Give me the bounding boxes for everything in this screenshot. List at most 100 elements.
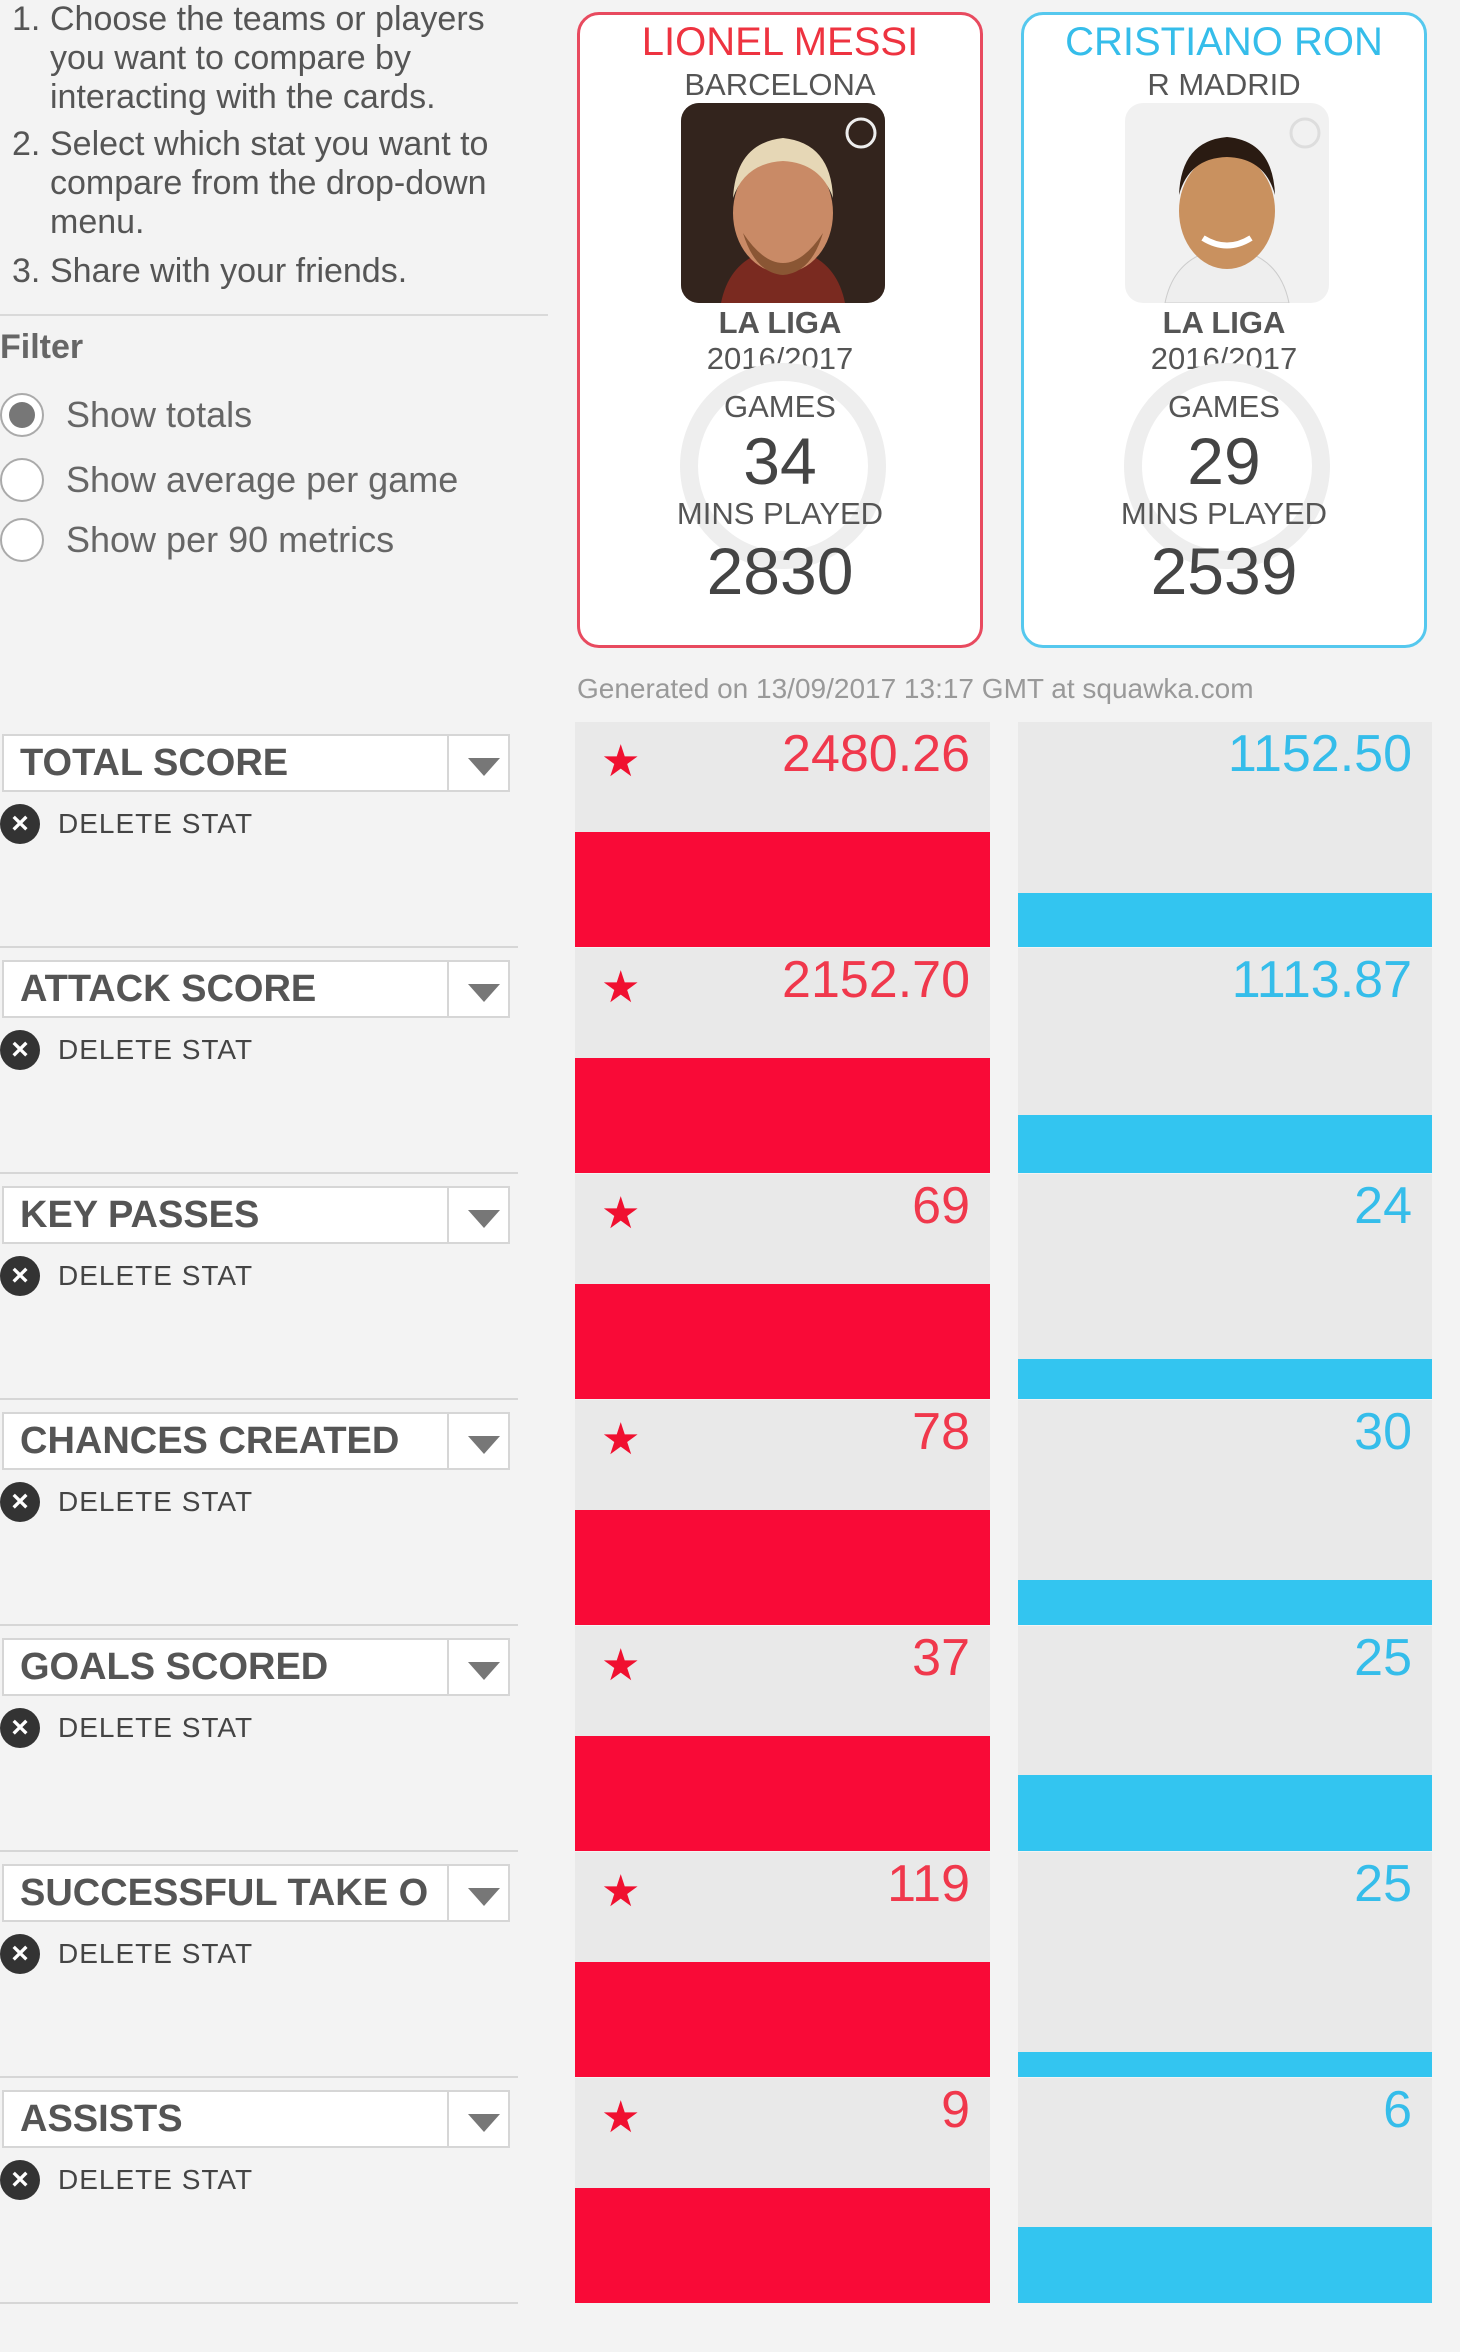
player-photo[interactable] <box>1125 103 1329 303</box>
close-circle-icon[interactable]: × <box>0 1030 40 1070</box>
player-photo[interactable] <box>681 103 885 303</box>
radio-label: Show totals <box>66 394 253 435</box>
stat-dropdown[interactable]: KEY PASSES <box>2 1186 510 1244</box>
dropdown-separator <box>447 736 449 790</box>
close-circle-icon[interactable]: × <box>0 804 40 844</box>
mins-value: 2830 <box>706 534 854 608</box>
star-icon: ★ <box>601 1415 641 1464</box>
row-divider <box>0 1172 518 1174</box>
radio-show-per-90[interactable]: Show per 90 metrics <box>0 515 394 565</box>
close-circle-icon[interactable]: × <box>0 1256 40 1296</box>
league[interactable]: LA LIGA <box>1162 305 1286 340</box>
stat-dropdown[interactable]: CHANCES CREATED <box>2 1412 510 1470</box>
radio-circle[interactable] <box>0 458 44 502</box>
close-circle-icon[interactable]: × <box>0 1708 40 1748</box>
delete-stat-button[interactable]: × DELETE STAT <box>0 1932 253 1976</box>
stat-bar-player-1 <box>575 1510 990 1625</box>
stat-dropdown[interactable]: ASSISTS <box>2 2090 510 2148</box>
delete-stat-button[interactable]: × DELETE STAT <box>0 1480 253 1524</box>
dropdown-separator <box>447 1414 449 1468</box>
chevron-down-icon[interactable] <box>468 1210 500 1228</box>
chevron-down-icon[interactable] <box>468 758 500 776</box>
stat-panel-player-1: ★ 9 <box>575 2078 990 2303</box>
chevron-down-icon[interactable] <box>468 1436 500 1454</box>
stat-row: ASSISTS × DELETE STAT ★ 9 6 <box>0 2078 1460 2304</box>
close-circle-icon[interactable]: × <box>0 1934 40 1974</box>
delete-stat-label: DELETE STAT <box>58 1034 254 1065</box>
stat-bar-player-2 <box>1018 893 1432 947</box>
player-name[interactable]: CRISTIANO RON <box>1065 20 1383 64</box>
row-divider <box>0 1850 518 1852</box>
stat-dropdown-label: TOTAL SCORE <box>20 742 289 784</box>
delete-stat-button[interactable]: × DELETE STAT <box>0 1254 253 1298</box>
delete-stat-button[interactable]: × DELETE STAT <box>0 802 253 846</box>
delete-stat-label: DELETE STAT <box>58 1712 254 1743</box>
stat-dropdown[interactable]: TOTAL SCORE <box>2 734 510 792</box>
stat-bar-player-1 <box>575 1284 990 1399</box>
team-name[interactable]: BARCELONA <box>684 67 876 102</box>
radio-show-average[interactable]: Show average per game <box>0 455 458 505</box>
row-divider <box>0 2076 518 2078</box>
stat-dropdown[interactable]: ATTACK SCORE <box>2 960 510 1018</box>
delete-stat-button[interactable]: × DELETE STAT <box>0 1028 253 1072</box>
player-name[interactable]: LIONEL MESSI <box>641 20 919 64</box>
stat-panel-player-1: ★ 69 <box>575 1174 990 1399</box>
stat-bar-player-1 <box>575 2188 990 2303</box>
player-card-1[interactable]: LIONEL MESSI BARCELONA LA LIGA 2016/2017… <box>577 12 983 648</box>
stat-dropdown-label: CHANCES CREATED <box>20 1420 400 1462</box>
star-icon: ★ <box>601 963 641 1012</box>
delete-stat-button[interactable]: × DELETE STAT <box>0 1706 253 1750</box>
delete-stat-button[interactable]: × DELETE STAT <box>0 2158 253 2202</box>
stat-dropdown[interactable]: SUCCESSFUL TAKE O <box>2 1864 510 1922</box>
player-photo-image <box>681 103 885 303</box>
stat-row: SUCCESSFUL TAKE O × DELETE STAT ★ 119 25 <box>0 1852 1460 2078</box>
games-label: GAMES <box>1168 389 1280 424</box>
chevron-down-icon[interactable] <box>468 1662 500 1680</box>
player-card-2[interactable]: CRISTIANO RON R MADRID LA LIGA 2016/2017… <box>1021 12 1427 648</box>
stat-panel-player-2: 25 <box>1018 1852 1432 2077</box>
radio-label: Show per 90 metrics <box>66 519 395 560</box>
close-circle-icon[interactable]: × <box>0 2160 40 2200</box>
dropdown-separator <box>447 2092 449 2146</box>
dropdown-separator <box>447 1866 449 1920</box>
instruction-2: 2. Select which stat you want to compare… <box>12 125 489 241</box>
stat-row: TOTAL SCORE × DELETE STAT ★ 2480.26 1152… <box>0 722 1460 948</box>
stat-bar-player-2 <box>1018 2226 1432 2303</box>
row-divider <box>0 1398 518 1400</box>
chevron-down-icon[interactable] <box>468 2114 500 2132</box>
stat-dropdown-label: ASSISTS <box>20 2098 183 2140</box>
radio-label: Show average per game <box>66 459 459 500</box>
dropdown-separator <box>447 1188 449 1242</box>
close-circle-icon[interactable]: × <box>0 1482 40 1522</box>
stat-row: CHANCES CREATED × DELETE STAT ★ 78 30 <box>0 1400 1460 1626</box>
stat-dropdown[interactable]: GOALS SCORED <box>2 1638 510 1696</box>
stat-bar-player-1 <box>575 1736 990 1851</box>
divider <box>0 314 548 316</box>
delete-stat-label: DELETE STAT <box>58 2164 254 2195</box>
star-icon: ★ <box>601 1189 641 1238</box>
stat-value-player-2: 25 <box>1354 1629 1412 1687</box>
delete-stat-label: DELETE STAT <box>58 1260 254 1291</box>
stat-value-player-2: 24 <box>1354 1177 1412 1235</box>
stat-value-player-2: 6 <box>1383 2081 1412 2139</box>
player-photo-image <box>1125 103 1329 303</box>
stat-bar-player-1 <box>575 1962 990 2077</box>
stat-panel-player-2: 30 <box>1018 1400 1432 1625</box>
radio-show-totals[interactable]: Show totals <box>0 390 252 440</box>
stat-panel-player-2: 1113.87 <box>1018 948 1432 1173</box>
radio-circle[interactable] <box>0 518 44 562</box>
stat-bar-player-1 <box>575 1058 990 1173</box>
star-icon: ★ <box>601 737 641 786</box>
chevron-down-icon[interactable] <box>468 1888 500 1906</box>
mins-label: MINS PLAYED <box>1120 496 1328 531</box>
dropdown-separator <box>447 962 449 1016</box>
delete-stat-label: DELETE STAT <box>58 1486 254 1517</box>
delete-stat-label: DELETE STAT <box>58 1938 254 1969</box>
league[interactable]: LA LIGA <box>718 305 842 340</box>
team-name[interactable]: R MADRID <box>1147 67 1301 102</box>
dropdown-separator <box>447 1640 449 1694</box>
chevron-down-icon[interactable] <box>468 984 500 1002</box>
stat-panel-player-1: ★ 78 <box>575 1400 990 1625</box>
stat-value-player-2: 1113.87 <box>1231 951 1412 1009</box>
radio-circle-selected[interactable] <box>0 393 44 437</box>
